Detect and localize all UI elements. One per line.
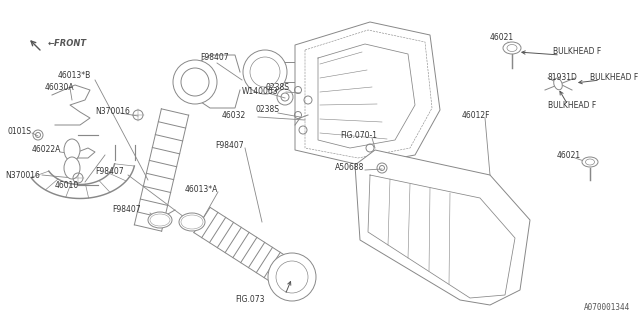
Text: F98407: F98407 bbox=[112, 205, 141, 214]
Circle shape bbox=[173, 60, 217, 104]
Text: FIG.070-1: FIG.070-1 bbox=[340, 131, 377, 140]
Circle shape bbox=[268, 253, 316, 301]
Text: N370016: N370016 bbox=[95, 108, 130, 116]
Text: F98407: F98407 bbox=[200, 52, 228, 61]
Text: 46022A: 46022A bbox=[32, 146, 61, 155]
Text: 46010: 46010 bbox=[55, 180, 79, 189]
Circle shape bbox=[181, 68, 209, 96]
Text: 81931D: 81931D bbox=[548, 74, 578, 83]
Text: 0101S: 0101S bbox=[8, 127, 32, 137]
Text: BULKHEAD F: BULKHEAD F bbox=[553, 47, 601, 57]
Text: 46013*B: 46013*B bbox=[58, 70, 92, 79]
Text: 46012F: 46012F bbox=[462, 110, 490, 119]
Text: N370016: N370016 bbox=[5, 171, 40, 180]
Ellipse shape bbox=[582, 157, 598, 167]
Text: F98407: F98407 bbox=[95, 167, 124, 177]
Text: 0238S: 0238S bbox=[265, 84, 289, 92]
Text: A070001344: A070001344 bbox=[584, 303, 630, 312]
Text: FIG.073: FIG.073 bbox=[235, 295, 264, 305]
Polygon shape bbox=[355, 150, 530, 305]
Text: 46021: 46021 bbox=[557, 150, 581, 159]
Ellipse shape bbox=[64, 139, 80, 161]
Text: 46032: 46032 bbox=[222, 110, 246, 119]
Text: F98407: F98407 bbox=[215, 140, 244, 149]
Ellipse shape bbox=[64, 157, 80, 179]
Text: ←FRONT: ←FRONT bbox=[48, 39, 87, 49]
Polygon shape bbox=[295, 22, 440, 165]
Text: 46021: 46021 bbox=[490, 34, 514, 43]
Text: 0238S: 0238S bbox=[255, 106, 279, 115]
Ellipse shape bbox=[179, 213, 205, 231]
Ellipse shape bbox=[503, 42, 521, 54]
Circle shape bbox=[243, 50, 287, 94]
Text: W140063: W140063 bbox=[242, 87, 278, 97]
Text: BULKHEAD F: BULKHEAD F bbox=[590, 73, 638, 82]
Text: BULKHEAD F: BULKHEAD F bbox=[548, 100, 596, 109]
Ellipse shape bbox=[554, 78, 563, 90]
Text: 46030A: 46030A bbox=[45, 84, 75, 92]
Text: A50688: A50688 bbox=[335, 164, 364, 172]
Text: 46013*A: 46013*A bbox=[185, 186, 218, 195]
Ellipse shape bbox=[148, 212, 172, 228]
